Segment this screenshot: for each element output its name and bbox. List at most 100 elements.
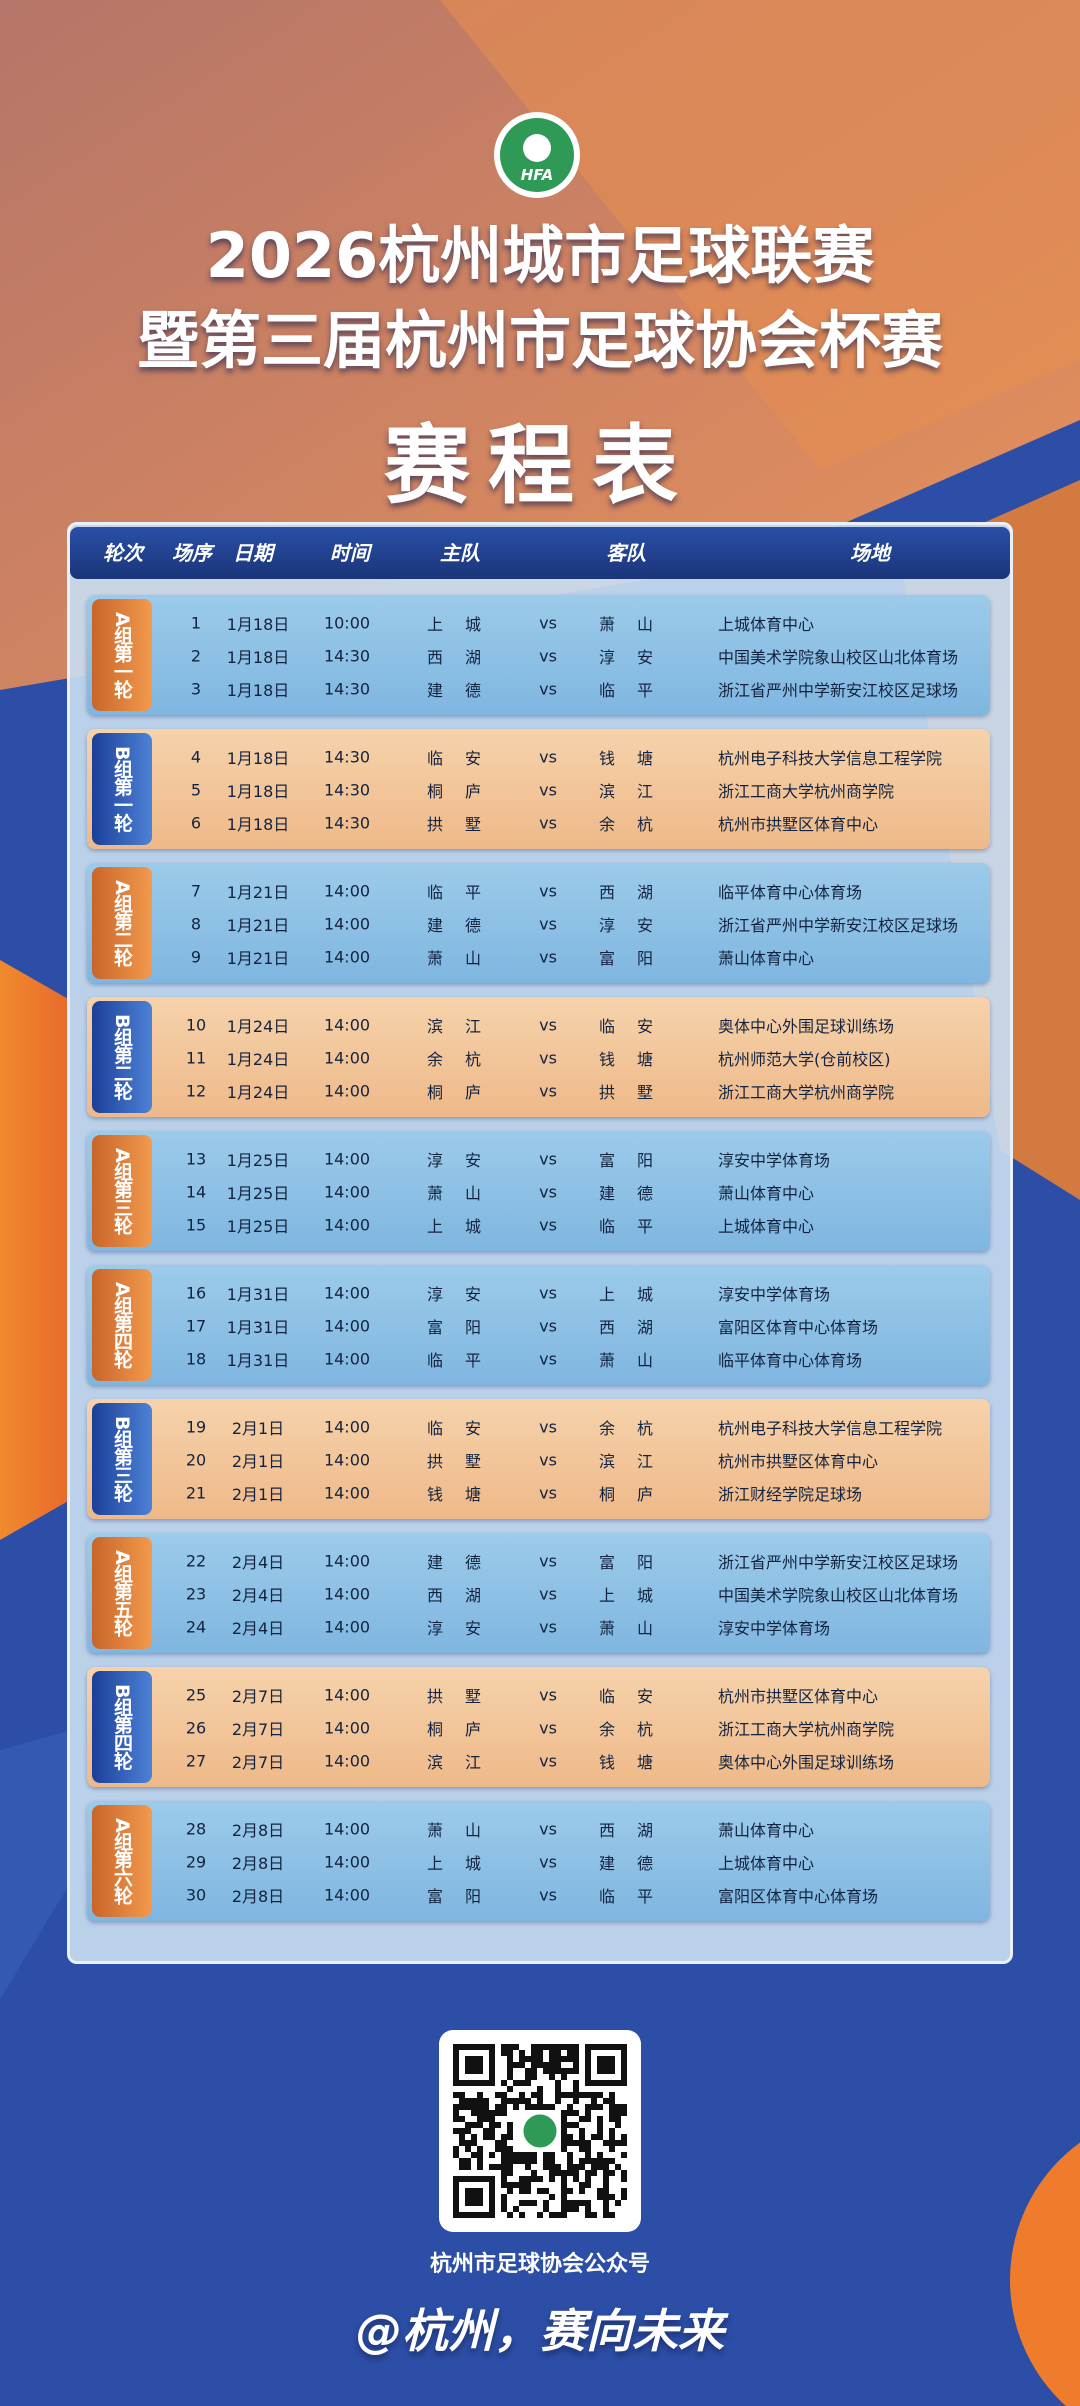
qr-module [507,2074,513,2080]
qr-module [531,2068,537,2074]
qr-module [567,2122,573,2128]
date: 2月8日 [231,1821,285,1840]
home-team: 西湖 [426,1586,504,1605]
time: 14:00 [323,881,371,901]
time: 14:00 [323,1450,371,1470]
qr-module [477,2110,483,2116]
qr-module [573,2176,579,2182]
qr-module [549,2152,555,2158]
date: 1月18日 [226,615,290,634]
time: 14:00 [323,1551,371,1571]
qr-module [513,2104,519,2110]
round-label: A组第五轮 [92,1537,152,1649]
qr-module [459,2134,465,2140]
venue: 萧山体育中心 [718,1821,815,1840]
qr-module [621,2134,627,2140]
match-no: 19 [185,1417,207,1437]
qr-module [459,2116,465,2122]
qr-module [609,2146,615,2152]
slogan: @杭州，赛向未来 [356,2304,724,2358]
round-group: B组第四轮 25 2月7日 14:00 拱墅 vs 临安 杭州市拱墅区体育中心 26 2月7日 14… [87,1667,990,1787]
qr-module [519,2080,525,2086]
home-team: 临安 [426,749,504,768]
qr-module [525,2080,531,2086]
versus: vs [539,914,557,934]
home-team: 余杭 [426,1050,504,1069]
home-team: 建德 [426,916,504,935]
qr-module [549,2158,555,2164]
time: 14:00 [323,1283,371,1303]
qr-module [579,2164,585,2170]
qr-module [507,2158,513,2164]
qr-module [615,2200,621,2206]
qr-module [471,2140,477,2146]
qr-module [507,2068,513,2074]
qr-module [531,2170,537,2176]
qr-module [501,2080,507,2086]
qr-module [597,2158,603,2164]
date: 2月4日 [231,1619,285,1638]
venue: 杭州市拱墅区体育中心 [718,1687,879,1706]
qr-module [573,2170,579,2176]
qr-module [537,2062,543,2068]
qr-module [471,2122,477,2128]
qr-module [459,2104,465,2110]
qr-module [561,2128,567,2134]
qr-module [513,2182,519,2188]
home-team: 桐庐 [426,1720,504,1739]
qr-logo [520,2111,560,2151]
qr-module [489,2116,495,2122]
qr-module [519,2056,525,2062]
venue: 浙江省严州中学新安江校区足球场 [718,916,959,935]
qr-module [603,2194,609,2200]
qr-module [483,2116,489,2122]
qr-module [609,2128,615,2134]
qr-module [483,2128,489,2134]
qr-module [549,2062,555,2068]
qr-module [471,2152,477,2158]
qr-module [495,2122,501,2128]
qr-module [519,2152,525,2158]
time: 10:00 [323,613,371,633]
round-label: A组第一轮 [92,599,152,711]
qr-module [597,2194,603,2200]
home-team: 上城 [426,1854,504,1873]
match-no: 22 [185,1551,207,1571]
date: 1月21日 [226,949,290,968]
column-header: 场序 [172,541,212,565]
versus: vs [539,1182,557,1202]
venue: 萧山体育中心 [718,949,815,968]
qr-module [585,2110,591,2116]
qr-module [543,2068,549,2074]
qr-module [483,2134,489,2140]
qr-module [561,2200,567,2206]
qr-module [597,2092,603,2098]
round-label: A组第三轮 [92,1135,152,1247]
qr-module [501,2206,507,2212]
date: 1月31日 [226,1285,290,1304]
venue: 萧山体育中心 [718,1184,815,1203]
versus: vs [539,881,557,901]
qr-module [621,2104,627,2110]
qr-module [519,2050,525,2056]
qr-module [567,2206,573,2212]
date: 1月24日 [226,1050,290,1069]
time: 14:00 [323,1015,371,1035]
qr-module [549,2212,555,2218]
qr-module [567,2140,573,2146]
qr-module [585,2200,591,2206]
match-no: 4 [190,747,202,767]
away-team: 富阳 [598,1151,676,1170]
qr-module [495,2110,501,2116]
qr-module [573,2098,579,2104]
qr-module [453,2128,459,2134]
away-team: 拱墅 [598,1083,676,1102]
qr-module [567,2092,573,2098]
versus: vs [539,1551,557,1571]
qr-module [531,2074,537,2080]
versus: vs [539,679,557,699]
qr-module [573,2086,579,2092]
match-no: 23 [185,1584,207,1604]
date: 2月1日 [231,1485,285,1504]
home-team: 上城 [426,1217,504,1236]
